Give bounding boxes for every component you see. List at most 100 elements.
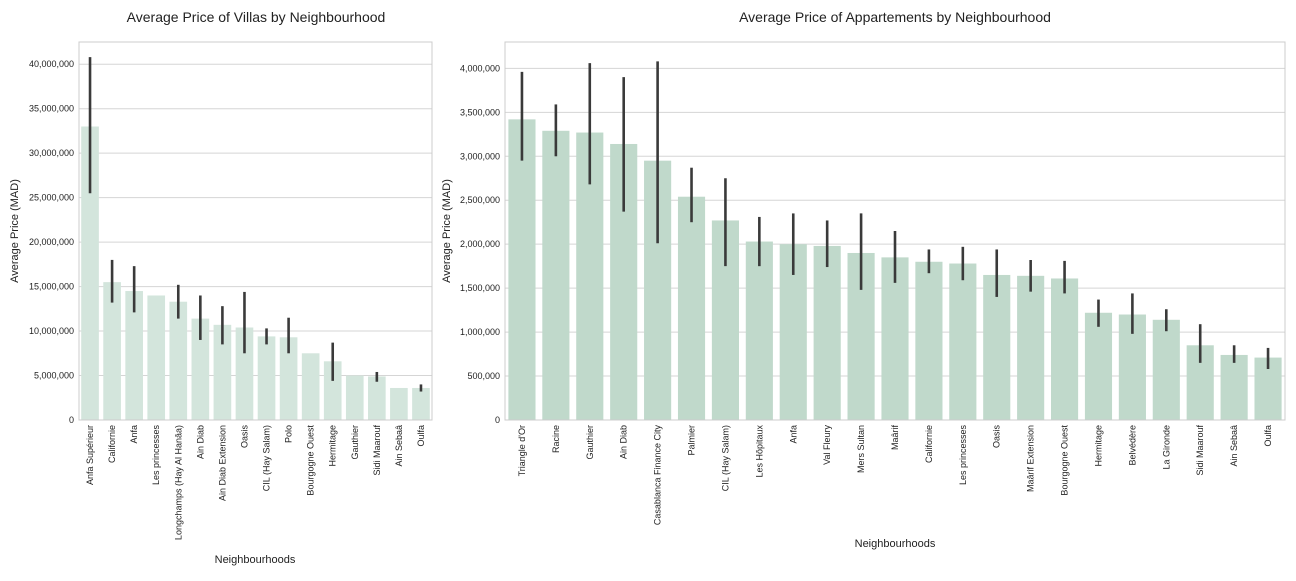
x-tick-label: Gauthier	[350, 425, 360, 460]
x-tick-label: Ain Diab	[195, 425, 205, 459]
appartements-x-axis-label: Neighbourhoods	[855, 538, 936, 550]
bar	[881, 257, 909, 420]
bar	[235, 327, 254, 420]
x-tick-label: Bourgogne Ouest	[306, 425, 316, 496]
villas-y-axis-label: Average Price (MAD)	[9, 179, 21, 283]
bar	[508, 119, 536, 420]
bar	[390, 387, 408, 420]
x-tick-label: Anfa	[129, 425, 139, 444]
bar	[1084, 312, 1113, 420]
appartements-chart-title: Average Price of Appartements by Neighbo…	[739, 9, 1051, 25]
x-tick-label: Racine	[551, 425, 561, 453]
bar	[279, 337, 298, 420]
x-tick-label: Longchamps (Hay Al Hanâa)	[173, 425, 183, 540]
bar	[412, 387, 430, 420]
y-tick-label: 30,000,000	[29, 148, 74, 158]
x-tick-label: Ain Sebaâ	[1229, 425, 1239, 467]
villas-plot-frame	[78, 41, 433, 421]
bar	[983, 274, 1011, 420]
y-tick-label: 40,000,000	[29, 59, 74, 69]
x-tick-label: Les princesses	[958, 425, 968, 486]
bar	[169, 301, 188, 420]
y-tick-label: 500,000	[467, 371, 500, 381]
x-tick-label: Belvédère	[1127, 425, 1137, 466]
y-tick-label: 2,500,000	[460, 195, 500, 205]
villas-x-axis-label: Neighbourhoods	[215, 554, 296, 566]
y-tick-label: 5,000,000	[34, 371, 74, 381]
villas-error-bars	[88, 57, 423, 392]
appartements-y-ticks: 0 500,000 1,000,000 1,500,000 2,000,000 2,500…	[460, 63, 500, 425]
bar	[949, 263, 977, 420]
y-tick-label: 10,000,000	[29, 326, 74, 336]
bar	[125, 291, 143, 420]
bar	[745, 241, 773, 420]
x-tick-label: Polo	[284, 425, 294, 443]
y-tick-label: 0	[69, 415, 74, 425]
x-tick-label: CIL (Hay Salam)	[720, 425, 730, 491]
appartements-y-axis-label: Average Price (MAD)	[441, 179, 453, 283]
x-tick-label: Oulfa	[1263, 425, 1273, 447]
x-tick-label: Ain Diab Extension	[217, 425, 227, 501]
y-tick-label: 25,000,000	[29, 193, 74, 203]
x-tick-label: Bourgogne Ouest	[1060, 425, 1070, 496]
bar	[1220, 354, 1248, 420]
bar	[345, 375, 364, 420]
x-tick-label: Ain Diab	[619, 425, 629, 459]
x-tick-label: Maârif Extension	[1026, 425, 1036, 492]
villas-chart: Average Price of Villas by Neighbourhood…	[9, 9, 433, 566]
bar	[103, 282, 121, 420]
x-tick-label: Palmier	[687, 425, 697, 456]
y-tick-label: 1,500,000	[460, 283, 500, 293]
x-tick-label: Californie	[107, 425, 117, 463]
x-tick-label: Hermitage	[328, 425, 338, 467]
bar	[1051, 278, 1079, 420]
villas-chart-title: Average Price of Villas by Neighbourhood	[127, 9, 386, 25]
x-tick-label: Sidi Maarouf	[372, 425, 382, 476]
villas-bars	[81, 126, 430, 421]
bar	[81, 126, 99, 421]
y-tick-label: 4,000,000	[460, 63, 500, 73]
bar	[257, 336, 276, 420]
x-tick-label: Les princesses	[151, 425, 161, 486]
x-tick-label: Casablanca Finance City	[653, 425, 663, 526]
appartements-chart: Average Price of Appartements by Neighbo…	[441, 9, 1286, 550]
bar	[1152, 319, 1180, 420]
x-tick-label: Gauthier	[585, 425, 595, 460]
x-tick-label: Californie	[924, 425, 934, 463]
x-tick-label: Mers Sultan	[856, 425, 866, 473]
x-tick-label: La Gironde	[1161, 425, 1171, 470]
bar	[301, 353, 320, 420]
bar	[677, 196, 706, 420]
villas-y-ticks: 0 5,000,000 10,000,000 15,000,000 20,000,000…	[29, 59, 74, 425]
bar	[191, 318, 210, 420]
bar	[323, 361, 342, 420]
bar	[813, 245, 841, 420]
y-tick-label: 1,000,000	[460, 327, 500, 337]
x-tick-label: Anfa Supérieur	[85, 425, 95, 485]
x-tick-label: Anfa	[788, 425, 798, 444]
x-tick-label: Maârif	[890, 425, 900, 451]
x-tick-label: Triangle d'Or	[517, 425, 527, 476]
x-tick-label: Oasis	[992, 425, 1002, 449]
x-tick-label: Oulfa	[416, 425, 426, 447]
bar	[915, 261, 943, 420]
y-tick-label: 15,000,000	[29, 282, 74, 292]
bar	[147, 295, 166, 420]
y-tick-label: 0	[495, 415, 500, 425]
y-tick-label: 20,000,000	[29, 237, 74, 247]
y-tick-label: 2,000,000	[460, 239, 500, 249]
bar	[213, 324, 232, 420]
x-tick-label: Oasis	[239, 425, 249, 449]
y-tick-label: 3,500,000	[460, 107, 500, 117]
bar	[1017, 275, 1045, 420]
bar	[368, 376, 386, 420]
x-tick-label: Ain Sebaâ	[394, 425, 404, 467]
x-tick-label: Val Fleury	[822, 425, 832, 465]
appartements-x-ticks: Triangle d'Or Racine Gauthier Ain Diab Casab…	[517, 425, 1273, 526]
bar	[542, 130, 570, 420]
y-tick-label: 3,000,000	[460, 151, 500, 161]
y-tick-label: 35,000,000	[29, 104, 74, 114]
x-tick-label: Hermitage	[1093, 425, 1103, 467]
